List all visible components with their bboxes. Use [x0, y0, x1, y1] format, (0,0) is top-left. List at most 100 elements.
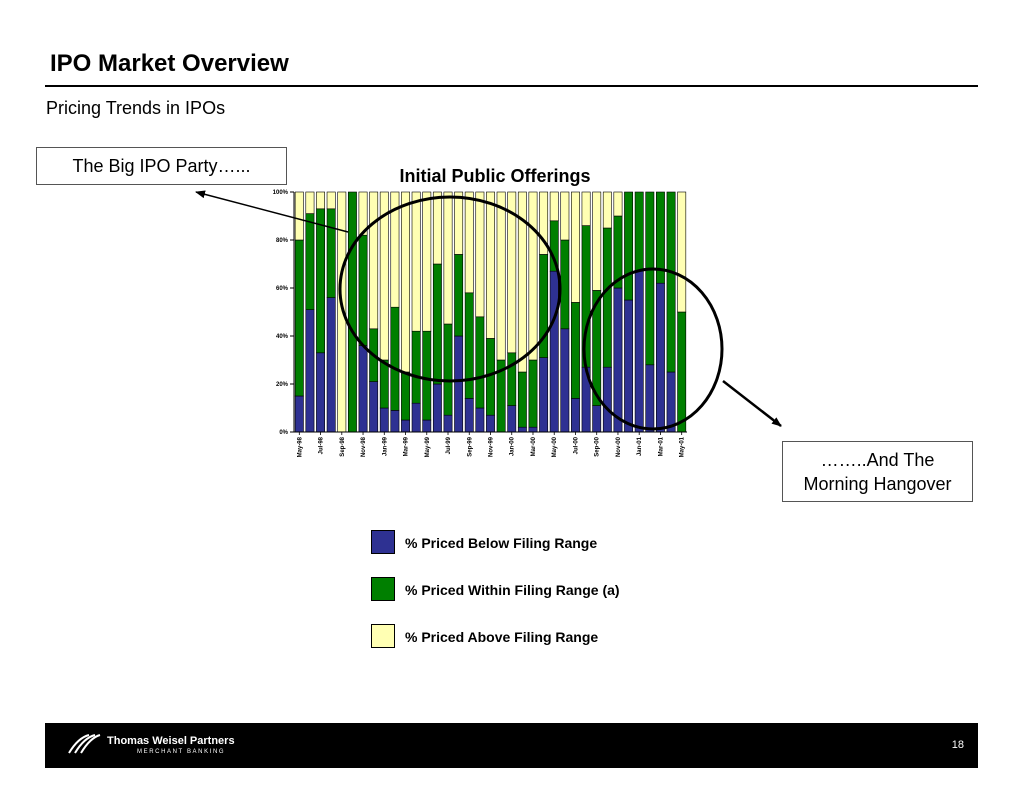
bar-segment — [454, 254, 464, 337]
bar-segment — [326, 191, 336, 210]
bar-segment — [464, 292, 474, 399]
x-tick-label: Mar-01 — [658, 436, 664, 456]
x-tick-label: May-99 — [425, 436, 431, 457]
bar-segment — [666, 371, 676, 433]
bar-segment — [347, 191, 357, 433]
swoosh-logo-icon — [68, 734, 101, 754]
bar-segment — [379, 407, 389, 433]
x-tick-label: Nov-98 — [361, 436, 367, 457]
bar-segment — [432, 191, 442, 265]
bar-segment — [581, 191, 591, 226]
bar-segment — [613, 191, 623, 217]
x-tick-label: Nov-00 — [616, 436, 622, 457]
callout-morning-hangover: ……..And The Morning Hangover — [782, 441, 973, 502]
x-tick-label: Mar-00 — [531, 436, 537, 456]
title-rule — [45, 85, 978, 87]
bar-segment — [645, 191, 655, 366]
page-number: 18 — [951, 739, 964, 751]
bar-segment — [443, 414, 453, 433]
bar-segment — [528, 359, 538, 428]
bar-segment — [369, 191, 379, 330]
bar-segment — [411, 330, 421, 404]
bar-segment — [305, 213, 315, 310]
bar-segment — [401, 419, 410, 433]
legend-swatch-below — [371, 530, 395, 554]
bar-segment — [326, 297, 336, 433]
bar-segment — [432, 383, 442, 433]
callout-right-line2: Morning Hangover — [803, 474, 952, 494]
bar-segment — [464, 191, 474, 294]
bar-segment — [432, 263, 442, 385]
bar-segment — [655, 282, 665, 433]
x-tick-label: Jul-00 — [573, 436, 579, 454]
bar-segment — [294, 191, 304, 241]
bar-segment — [602, 227, 612, 368]
bar-segment — [496, 191, 506, 361]
bar-segment — [571, 191, 580, 303]
legend-swatch-within — [371, 577, 395, 601]
bar-segment — [571, 302, 580, 399]
footer-sub: MERCHANT BANKING — [137, 749, 226, 755]
arrow-to-hangover-callout — [722, 380, 782, 427]
x-tick-label: Jan-01 — [637, 436, 643, 456]
bar-segment — [560, 239, 570, 330]
bar-segment — [443, 323, 453, 416]
big-party-ellipse — [338, 195, 562, 383]
bar-segment — [655, 191, 665, 284]
bar-segment — [422, 419, 432, 433]
bar-segment — [369, 381, 379, 433]
legend-label-below: % Priced Below Filing Range — [405, 535, 598, 551]
bar-segment — [454, 191, 464, 255]
x-tick-label: May-00 — [552, 436, 558, 457]
bar-segment — [390, 191, 400, 308]
bar-segment — [517, 371, 527, 428]
bar-segment — [539, 191, 549, 255]
bar-segment — [677, 191, 687, 313]
bar-segment — [326, 208, 336, 298]
x-tick-label: May-01 — [680, 436, 686, 457]
bar-segment — [294, 395, 304, 433]
bar-segment — [411, 191, 421, 332]
x-tick-label: Sep-98 — [340, 436, 346, 456]
y-tick-label: 100% — [273, 190, 289, 196]
bar-segment — [549, 191, 559, 222]
bar-segment — [316, 208, 325, 354]
bar-segment — [539, 357, 549, 433]
bar-segment — [294, 239, 304, 397]
bar-segment — [305, 191, 315, 214]
bar-segment — [624, 299, 634, 433]
x-tick-label: Jul-99 — [446, 436, 452, 454]
bar-segment — [666, 191, 676, 373]
legend-item-within: % Priced Within Filing Range (a) — [371, 577, 671, 603]
bar-segment — [454, 335, 464, 433]
bar-segment — [528, 191, 538, 361]
bar-segment — [390, 410, 400, 433]
bar-segment — [602, 366, 612, 433]
bar-segment — [517, 191, 527, 373]
bar-segment — [613, 287, 623, 433]
bar-segment — [358, 345, 368, 433]
y-tick-label: 60% — [276, 286, 289, 292]
x-tick-label: Mar-99 — [404, 436, 410, 456]
bar-segment — [528, 426, 538, 433]
callout-left-text: The Big IPO Party…... — [72, 156, 251, 176]
bar-segment — [358, 234, 368, 346]
x-tick-label: Jul-98 — [319, 436, 325, 454]
bar-segment — [634, 270, 644, 433]
callout-right-line1: ……..And The — [820, 450, 935, 470]
hangover-ellipse — [582, 267, 724, 431]
bar-segment — [401, 191, 410, 373]
x-tick-label: Sep-00 — [595, 436, 601, 456]
x-tick-label: Sep-99 — [467, 436, 473, 456]
chart-title: Initial Public Offerings — [399, 166, 590, 186]
y-tick-label: 0% — [279, 430, 288, 436]
arrow-to-party-callout — [195, 190, 349, 233]
bar-segment — [379, 191, 389, 361]
footer-bar: Thomas Weisel Partners MERCHANT BANKING … — [45, 723, 978, 768]
x-tick-label: Jan-99 — [382, 436, 388, 456]
page-subtitle: Pricing Trends in IPOs — [46, 98, 226, 118]
bar-segment — [486, 414, 495, 433]
bar-segment — [634, 191, 644, 272]
bar-segment — [592, 191, 602, 291]
bar-segment — [475, 191, 485, 318]
